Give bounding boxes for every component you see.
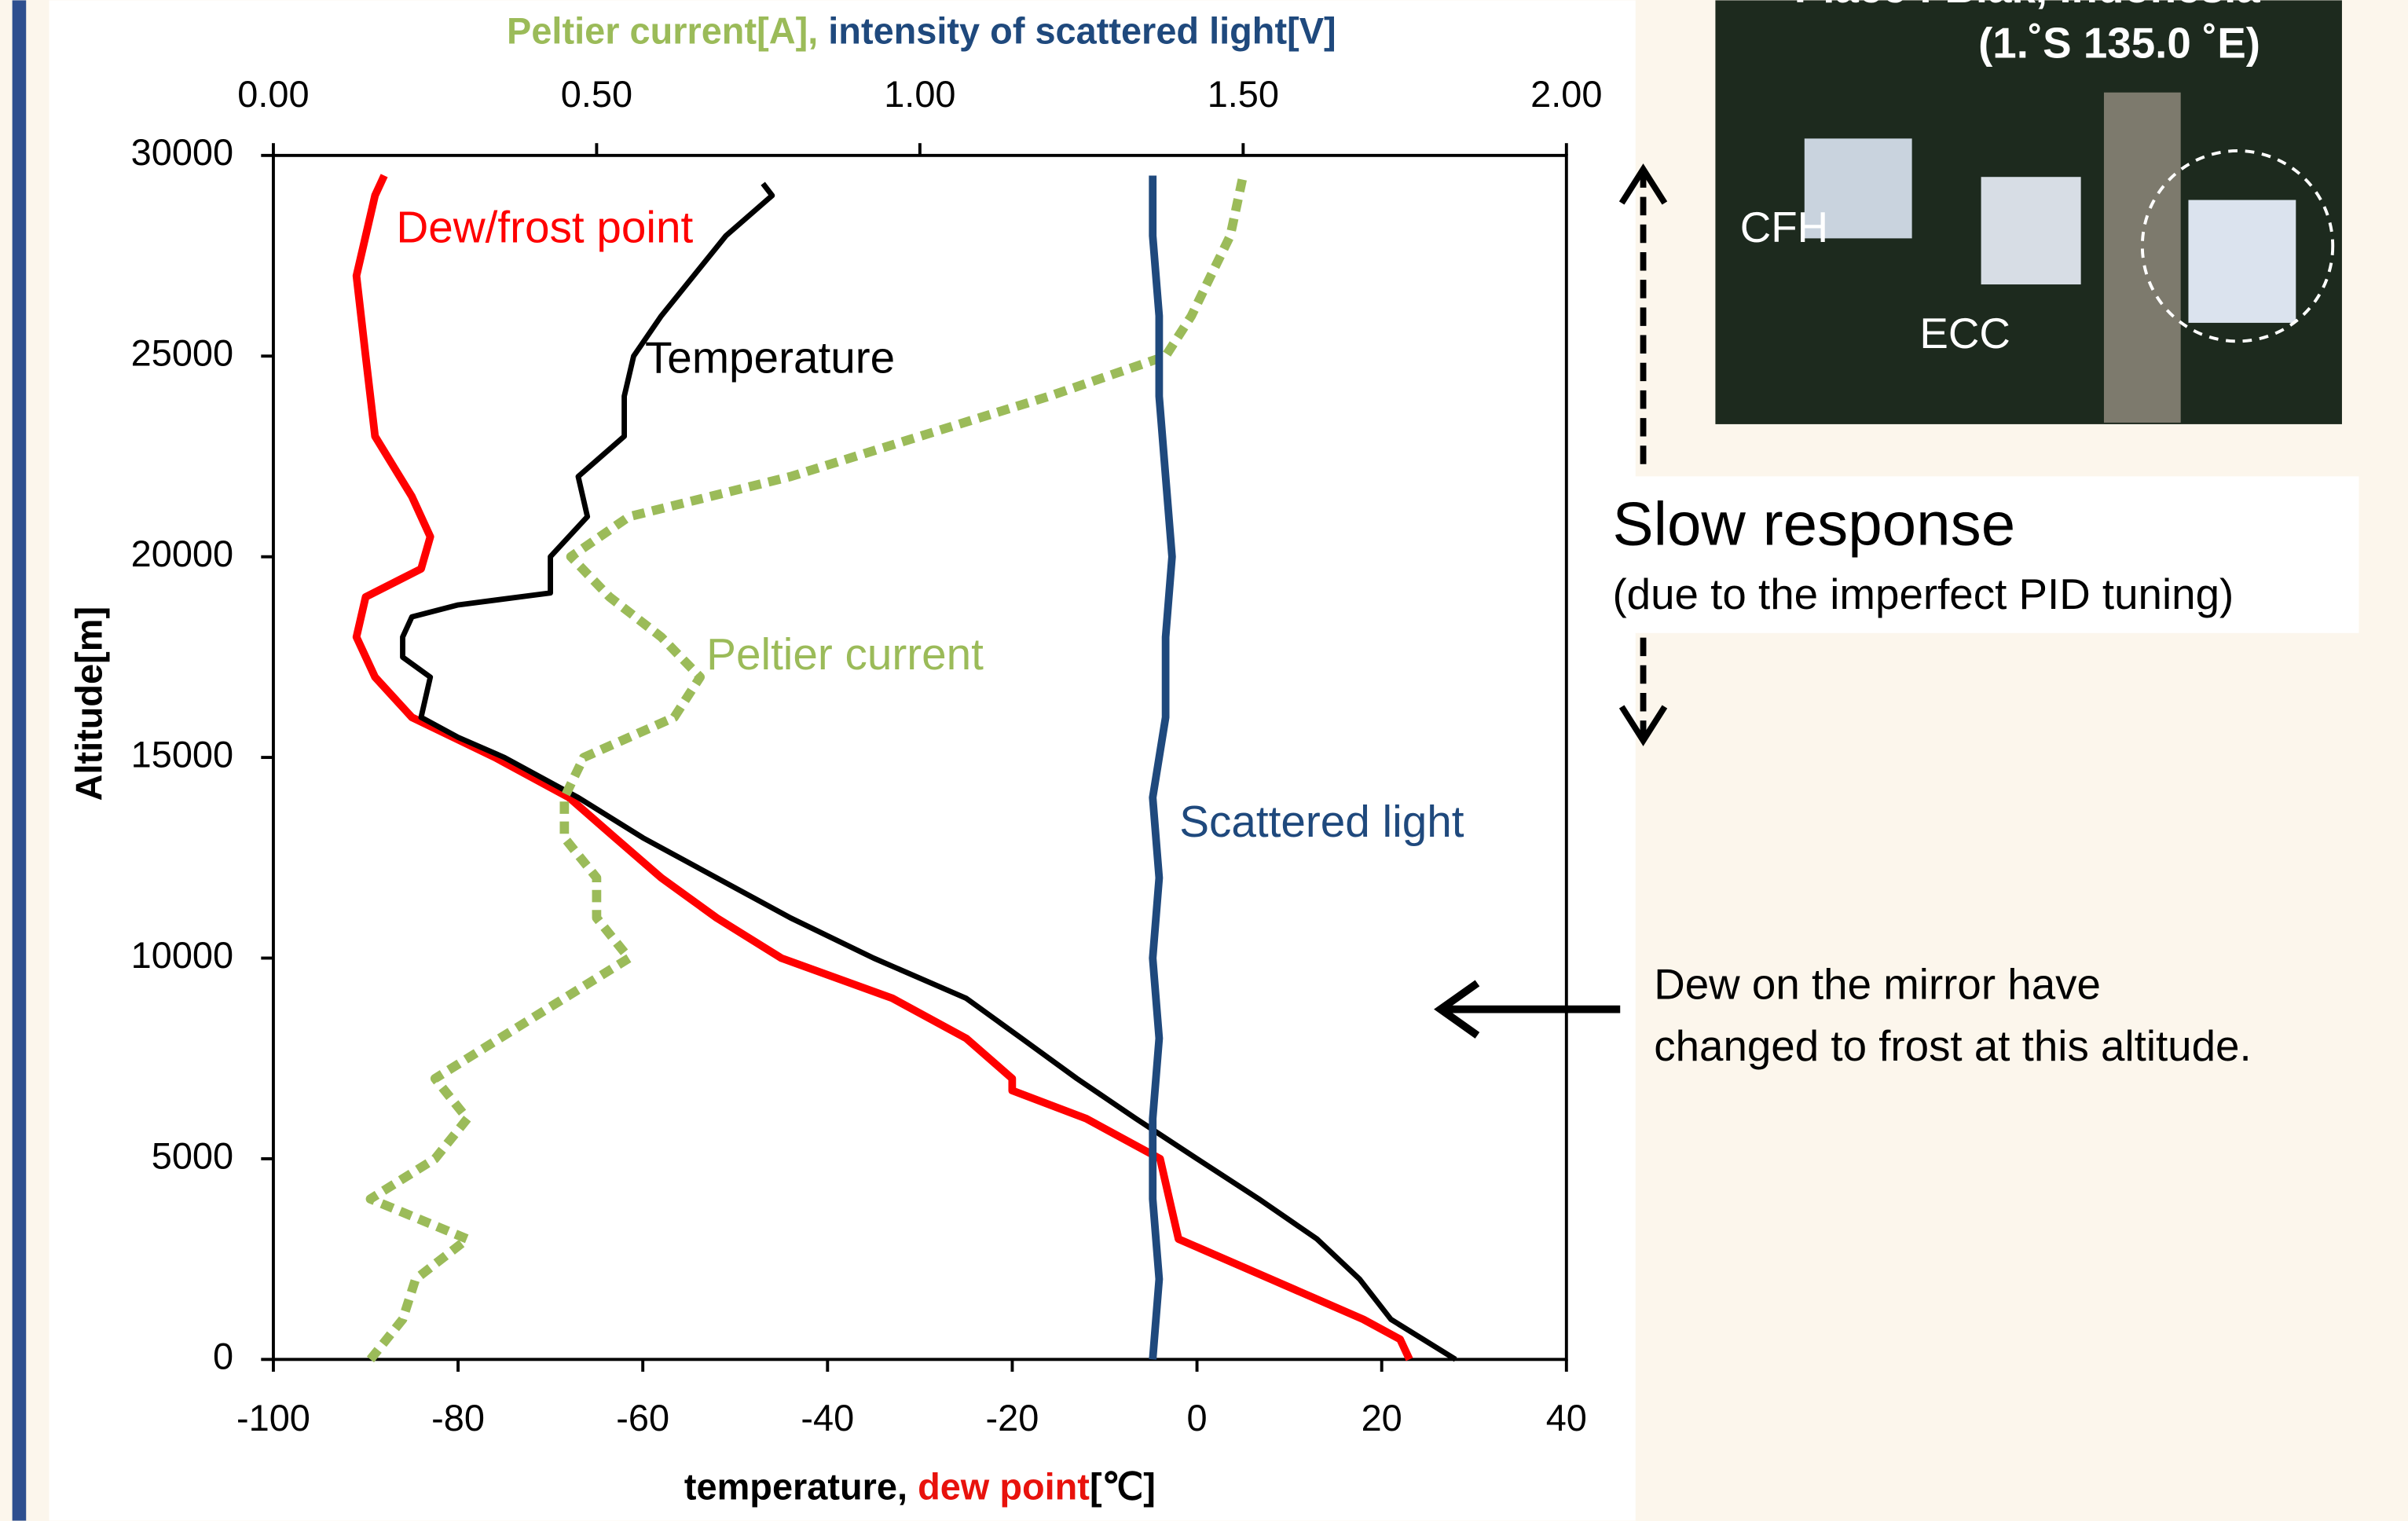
photo-place: Place : Biak, Indonesia xyxy=(1794,0,2261,12)
series-line xyxy=(352,174,1413,1362)
x-tick-label: 40 xyxy=(1546,1398,1587,1439)
x-axis-title-part: [℃] xyxy=(1090,1467,1156,1508)
x-tick-label: -20 xyxy=(986,1398,1039,1439)
x-axis-title-part: dew point xyxy=(918,1467,1090,1508)
x-tick-label: 0 xyxy=(1187,1398,1208,1439)
photo-label: ECC xyxy=(1919,309,2010,357)
y-tick-label: 25000 xyxy=(131,333,233,374)
dew-note: changed to frost at this altitude. xyxy=(1654,1021,2251,1070)
series-label: Dew/frost point xyxy=(396,203,693,253)
photo-coords: (1.˚S 135.0 ˚E) xyxy=(1978,19,2260,68)
note-box xyxy=(1603,476,2359,633)
photo-circle xyxy=(2140,149,2335,343)
arrow-head xyxy=(1618,163,1668,205)
x2-tick-label: 0.00 xyxy=(237,74,309,115)
x2-axis-title-part: Peltier current[A], xyxy=(507,11,828,52)
arrow-head xyxy=(1618,705,1668,746)
arrow-head xyxy=(1434,980,1480,1039)
chart-panel xyxy=(49,0,1636,1521)
x2-tick-label: 2.00 xyxy=(1530,74,1602,115)
x2-tick-label: 0.50 xyxy=(561,74,632,115)
x-tick-label: -100 xyxy=(236,1398,310,1439)
y-tick-label: 5000 xyxy=(152,1135,233,1176)
series-line xyxy=(400,181,1457,1362)
side-bar xyxy=(12,0,27,1521)
slow-note: (due to the imperfect PID tuning) xyxy=(1612,570,2234,618)
x-tick-label: 20 xyxy=(1362,1398,1402,1439)
x2-tick-label: 1.50 xyxy=(1208,74,1279,115)
x2-axis-title-part: intensity of scattered light[V] xyxy=(828,11,1336,52)
slow-title: Slow response xyxy=(1612,489,2015,558)
x2-tick-label: 1.00 xyxy=(884,74,955,115)
x-tick-label: -60 xyxy=(616,1398,669,1439)
series-label: Temperature xyxy=(645,334,895,383)
y-tick-label: 30000 xyxy=(131,132,233,173)
dew-note: Dew on the mirror have xyxy=(1654,960,2101,1009)
x2-axis-title: Peltier current[A], intensity of scatter… xyxy=(507,11,1336,52)
x-axis-title-part: temperature, xyxy=(684,1467,918,1508)
photo-instrument xyxy=(1981,177,2081,285)
x-axis-title: temperature, dew point[℃] xyxy=(684,1467,1156,1508)
x-tick-label: -80 xyxy=(431,1398,485,1439)
y-axis-title: Altitude[m] xyxy=(69,607,110,801)
y-tick-label: 15000 xyxy=(131,734,233,775)
plot: 0 5000 10000 15000 20000 25000 30000 -100 -80 -60… xyxy=(69,11,1603,1508)
y-tick-label: 20000 xyxy=(131,533,233,574)
series-label: Peltier current xyxy=(706,630,984,680)
series-label: Scattered light xyxy=(1179,797,1464,847)
photo-label: CFH xyxy=(1740,203,1828,251)
y-tick-label: 0 xyxy=(213,1336,233,1377)
y-tick-label: 10000 xyxy=(131,935,233,976)
series-line xyxy=(365,174,1248,1363)
x-tick-label: -40 xyxy=(801,1398,854,1439)
photo-instrument xyxy=(1804,138,1912,239)
series-line xyxy=(1149,175,1176,1360)
photo-instrument xyxy=(2188,200,2296,323)
